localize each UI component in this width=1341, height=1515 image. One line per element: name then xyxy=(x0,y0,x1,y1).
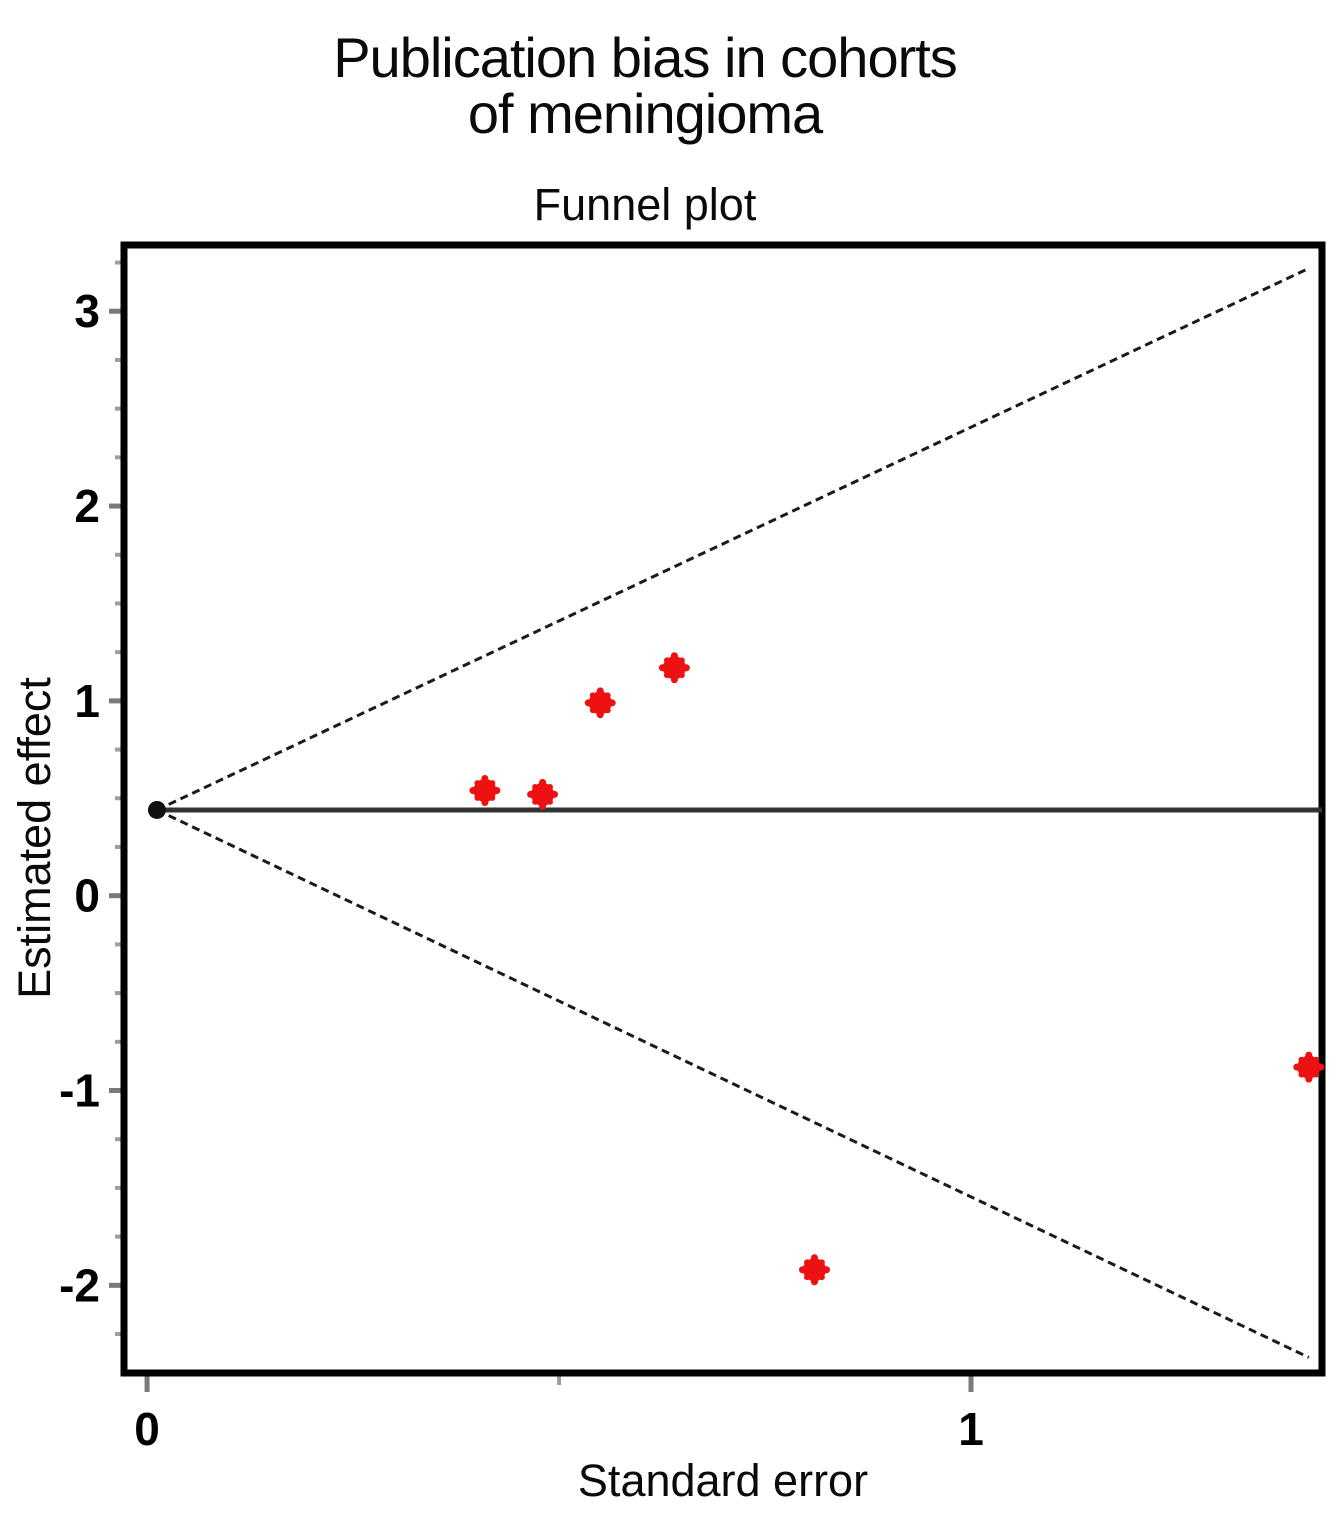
y-tick-label: 3 xyxy=(74,285,100,337)
point-core xyxy=(662,656,686,680)
point-core xyxy=(802,1258,826,1282)
data-point xyxy=(527,778,559,810)
point-core xyxy=(588,691,612,715)
figure-title-line-2: of meningioma xyxy=(467,82,823,145)
lower-ci-line xyxy=(156,808,1310,1359)
y-tick-label: -2 xyxy=(59,1259,100,1311)
x-tick-label: 1 xyxy=(958,1403,984,1455)
data-point xyxy=(658,652,690,684)
point-core xyxy=(1297,1055,1321,1079)
y-tick-label: 1 xyxy=(74,675,100,727)
y-tick-label: -1 xyxy=(59,1065,100,1117)
x-tick-label: 0 xyxy=(134,1403,160,1455)
figure-title: Publication bias in cohorts of meningiom… xyxy=(0,30,1290,142)
point-core xyxy=(473,778,497,802)
y-tick-label: 2 xyxy=(74,480,100,532)
data-point xyxy=(798,1254,830,1286)
data-point xyxy=(469,774,501,806)
upper-ci-line xyxy=(156,267,1310,812)
figure-title-line-1: Publication bias in cohorts xyxy=(333,26,958,89)
plot-title: Funnel plot xyxy=(533,179,757,230)
point-core xyxy=(531,782,555,806)
data-point xyxy=(1293,1051,1325,1083)
x-axis-title: Standard error xyxy=(577,1455,869,1506)
data-point xyxy=(584,687,616,719)
funnel-apex-point xyxy=(147,800,166,819)
y-tick-label: 0 xyxy=(74,870,100,922)
